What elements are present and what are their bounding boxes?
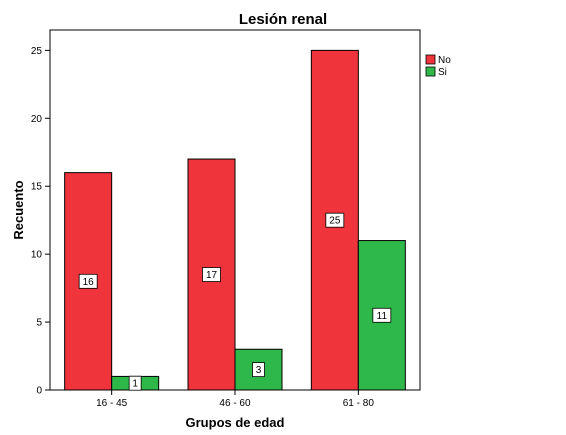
data-label-box bbox=[372, 307, 392, 323]
y-axis-label: Recuento bbox=[11, 180, 26, 239]
y-tick-label: 20 bbox=[31, 114, 43, 125]
x-tick-label: 61 - 80 bbox=[343, 398, 375, 409]
x-axis-label: Grupos de edad bbox=[186, 415, 285, 430]
x-axis: 16 - 45 46 - 60 61 - 80 bbox=[96, 390, 374, 409]
data-label-box bbox=[78, 273, 98, 289]
data-label: 3 bbox=[256, 365, 262, 376]
data-label: 17 bbox=[206, 270, 218, 281]
legend-label-si: Si bbox=[438, 67, 447, 78]
data-label-box bbox=[128, 375, 142, 391]
legend-label-no: No bbox=[438, 55, 451, 66]
data-label-box bbox=[252, 362, 265, 378]
legend-swatch-no bbox=[425, 54, 436, 65]
data-label: 16 bbox=[83, 277, 95, 288]
x-tick-label: 46 - 60 bbox=[219, 398, 251, 409]
data-label-box bbox=[202, 267, 221, 282]
y-tick-label: 15 bbox=[31, 182, 43, 193]
y-tick-label: 5 bbox=[36, 318, 42, 329]
chart-title: Lesión renal bbox=[239, 11, 327, 28]
data-label: 1 bbox=[132, 379, 138, 390]
y-tick-label: 10 bbox=[31, 250, 43, 261]
x-tick-label: 16 - 45 bbox=[96, 398, 128, 409]
data-label: 11 bbox=[377, 311, 388, 322]
legend-swatch-si bbox=[425, 66, 436, 77]
bars-layer: 16 1 17 3 25 11 bbox=[64, 49, 406, 391]
bar-no-1 bbox=[64, 172, 113, 391]
y-tick-label: 0 bbox=[36, 386, 42, 397]
data-label: 25 bbox=[329, 216, 341, 227]
y-axis: 0 5 10 15 20 25 bbox=[31, 46, 50, 397]
y-tick-label: 25 bbox=[31, 46, 43, 57]
data-label-box bbox=[325, 212, 345, 228]
